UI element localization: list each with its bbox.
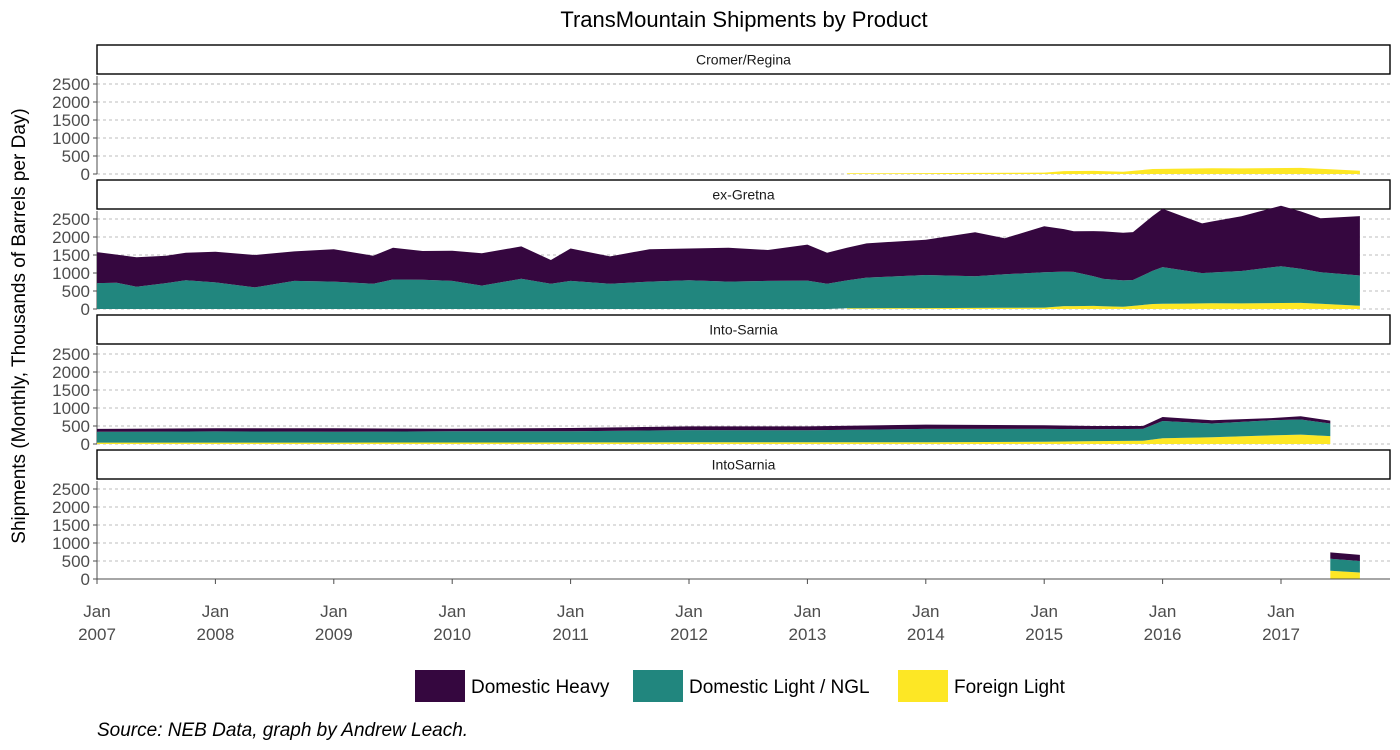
y-tick-label: 1000 <box>52 264 90 283</box>
y-tick-label: 2500 <box>52 345 90 364</box>
y-tick-label: 500 <box>62 282 90 301</box>
x-tick-month: Jan <box>912 602 939 621</box>
y-tick-label: 0 <box>81 165 90 184</box>
facet-strip-label: IntoSarnia <box>712 457 776 473</box>
area-domestic-light-ngl <box>97 266 1360 309</box>
legend: Domestic Heavy Domestic Light / NGL Foreig… <box>415 670 1066 702</box>
x-tick-month: Jan <box>557 602 584 621</box>
x-tick-year: 2016 <box>1144 625 1182 644</box>
facet-strip <box>96 44 1391 75</box>
x-tick-year: 2011 <box>552 625 589 644</box>
legend-item-foreign-light: Foreign Light <box>898 670 1066 702</box>
x-tick-year: 2017 <box>1262 625 1300 644</box>
area-domestic-light-ngl <box>97 419 1331 443</box>
facet-panels: Cromer/Regina05001000150020002500ex-Gret… <box>52 44 1391 589</box>
area-foreign-light <box>846 167 1360 174</box>
facet-strip-label: ex-Gretna <box>712 187 774 203</box>
legend-swatch <box>415 670 465 702</box>
area-domestic-heavy <box>97 205 1360 288</box>
x-tick-month: Jan <box>1267 602 1294 621</box>
caption: Source: NEB Data, graph by Andrew Leach. <box>97 720 468 741</box>
facet-strip-label: Cromer/Regina <box>696 52 791 68</box>
facet-strip <box>96 449 1391 480</box>
y-tick-label: 0 <box>81 570 90 589</box>
legend-label: Foreign Light <box>954 677 1066 698</box>
y-tick-label: 1000 <box>52 399 90 418</box>
y-tick-label: 1500 <box>52 381 90 400</box>
y-tick-label: 1500 <box>52 516 90 535</box>
legend-label: Domestic Heavy <box>471 677 610 698</box>
x-tick-month: Jan <box>202 602 229 621</box>
y-tick-label: 2000 <box>52 498 90 517</box>
y-tick-label: 2500 <box>52 210 90 229</box>
facet-strip <box>96 314 1391 345</box>
y-axis-title: Shipments (Monthly, Thousands of Barrels… <box>9 108 30 543</box>
y-tick-label: 1000 <box>52 534 90 553</box>
area-foreign-light <box>846 302 1360 309</box>
y-tick-label: 0 <box>81 300 90 319</box>
area-domestic-heavy <box>1330 552 1360 561</box>
x-tick-year: 2008 <box>196 625 234 644</box>
y-tick-label: 2000 <box>52 363 90 382</box>
y-tick-label: 1500 <box>52 111 90 130</box>
legend-swatch <box>898 670 948 702</box>
x-tick-month: Jan <box>1030 602 1057 621</box>
x-tick-month: Jan <box>320 602 347 621</box>
legend-label: Domestic Light / NGL <box>689 677 870 698</box>
x-tick-month: Jan <box>675 602 702 621</box>
area-domestic-light-ngl <box>1330 558 1360 573</box>
y-tick-label: 500 <box>62 147 90 166</box>
y-tick-label: 0 <box>81 435 90 454</box>
facet-strip <box>96 179 1391 210</box>
area-foreign-light <box>1330 570 1360 579</box>
y-tick-label: 500 <box>62 417 90 436</box>
x-tick-month: Jan <box>1149 602 1176 621</box>
x-tick-month: Jan <box>438 602 465 621</box>
area-foreign-light <box>97 434 1331 444</box>
chart-title: TransMountain Shipments by Product <box>560 7 927 32</box>
y-tick-label: 2000 <box>52 93 90 112</box>
legend-swatch <box>633 670 683 702</box>
area-domestic-heavy <box>97 416 1331 432</box>
y-tick-label: 1000 <box>52 129 90 148</box>
x-tick-month: Jan <box>794 602 821 621</box>
x-tick-month: Jan <box>83 602 110 621</box>
y-tick-label: 2500 <box>52 480 90 499</box>
legend-item-domestic-heavy: Domestic Heavy <box>415 670 610 702</box>
x-tick-year: 2015 <box>1025 625 1063 644</box>
legend-item-domestic-light-ngl: Domestic Light / NGL <box>633 670 870 702</box>
x-tick-year: 2007 <box>78 625 116 644</box>
x-tick-year: 2009 <box>315 625 353 644</box>
x-tick-year: 2013 <box>788 625 826 644</box>
x-tick-year: 2010 <box>433 625 471 644</box>
x-tick-year: 2012 <box>670 625 708 644</box>
y-tick-label: 500 <box>62 552 90 571</box>
x-axis: Jan 2007 Jan 2008 Jan 2009 Jan 2010 Jan 2011 Jan 20… <box>78 578 1390 644</box>
y-tick-label: 2000 <box>52 228 90 247</box>
y-tick-label: 1500 <box>52 246 90 265</box>
facet-strip-label: Into-Sarnia <box>709 322 778 338</box>
y-tick-label: 2500 <box>52 75 90 94</box>
x-tick-year: 2014 <box>907 625 945 644</box>
